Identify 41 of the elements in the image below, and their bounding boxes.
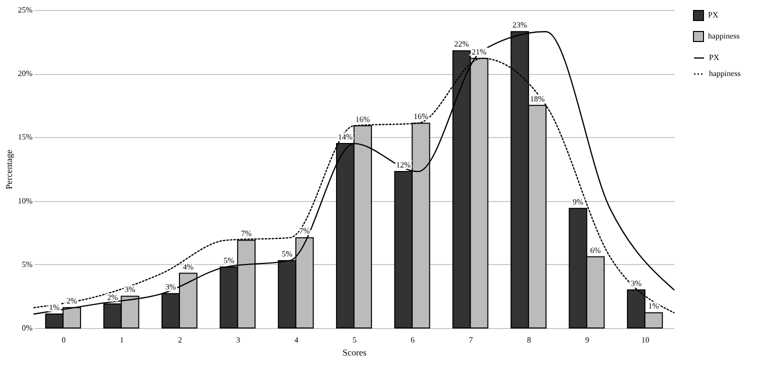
x-tick-label: 1 bbox=[120, 336, 124, 344]
data-label: 3% bbox=[165, 282, 176, 292]
x-tick-label: 9 bbox=[585, 336, 590, 344]
x-tick-label: 4 bbox=[294, 336, 298, 344]
x-tick-label: 8 bbox=[527, 336, 532, 344]
x-tick-label: 7 bbox=[468, 336, 473, 344]
data-label: 6% bbox=[590, 246, 602, 255]
data-label: 7% bbox=[241, 229, 252, 238]
x-tick-label: 0 bbox=[62, 336, 66, 344]
data-label: 5% bbox=[282, 250, 293, 259]
legend-label: happiness bbox=[709, 69, 741, 78]
x-tick-label: 6 bbox=[410, 336, 415, 344]
y-tick-label: 0% bbox=[22, 324, 33, 332]
data-label: 1% bbox=[49, 303, 60, 312]
legend-label: happiness bbox=[708, 32, 740, 40]
y-tick-label: 25% bbox=[18, 6, 33, 14]
y-tick-label: 5% bbox=[22, 260, 33, 269]
data-label: 18% bbox=[530, 94, 545, 104]
data-label: 9% bbox=[572, 197, 584, 206]
data-label: 3% bbox=[630, 278, 642, 288]
legend-label: PX bbox=[709, 53, 720, 62]
y-tick-label: 15% bbox=[18, 132, 33, 142]
x-tick-label: 3 bbox=[236, 336, 240, 344]
x-axis-title: Scores bbox=[342, 348, 367, 358]
data-label: 1% bbox=[648, 302, 660, 311]
data-label: 22% bbox=[454, 40, 470, 49]
data-label: 5% bbox=[224, 256, 235, 265]
legend-label: PX bbox=[708, 10, 718, 20]
x-tick-label: 2 bbox=[178, 336, 182, 344]
data-label: 7% bbox=[299, 226, 310, 236]
y-axis-title: Percentage bbox=[4, 150, 14, 190]
y-tick-label: 10% bbox=[18, 196, 33, 206]
data-label: 16% bbox=[414, 112, 429, 122]
data-label: 4% bbox=[182, 262, 194, 272]
x-tick-label: 10 bbox=[641, 336, 650, 344]
x-tick-label: 5 bbox=[352, 336, 356, 344]
data-label: 23% bbox=[512, 20, 528, 30]
data-label: 3% bbox=[124, 285, 136, 294]
data-label: 2% bbox=[107, 292, 118, 302]
y-tick-label: 20% bbox=[18, 69, 33, 78]
data-label: 16% bbox=[355, 114, 370, 124]
